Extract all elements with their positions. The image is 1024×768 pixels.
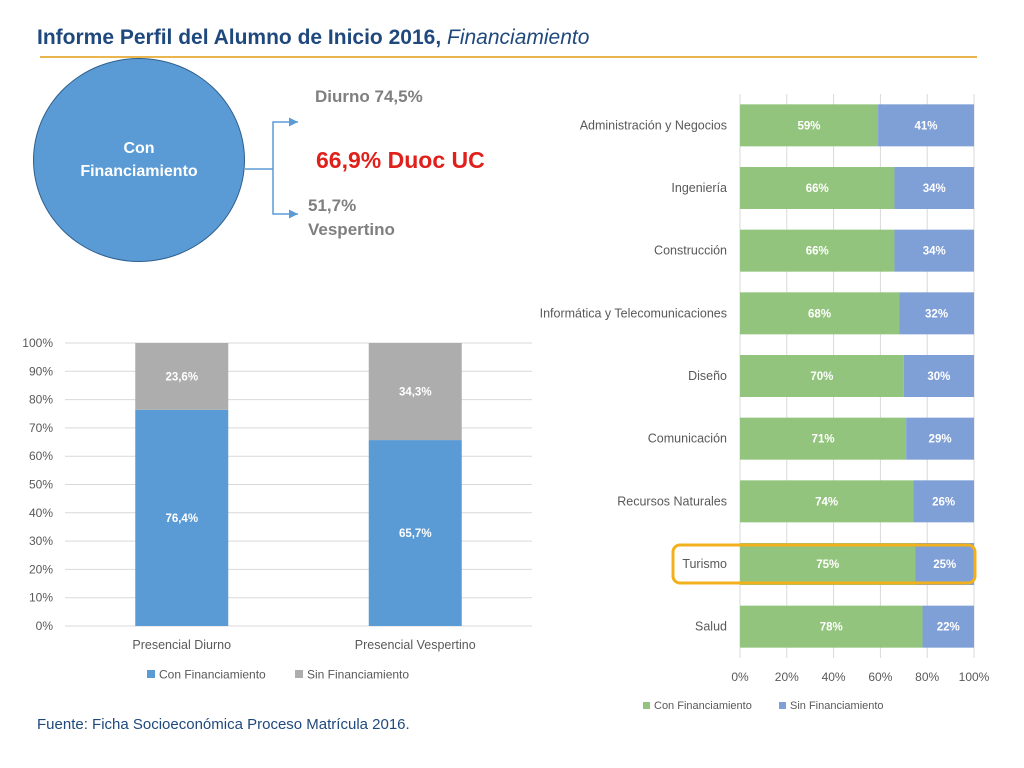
data-label: 65,7% <box>399 528 432 540</box>
y-category-label: Construcción <box>654 244 727 258</box>
x-tick-label: 60% <box>868 670 892 684</box>
y-tick-label: 0% <box>36 619 54 633</box>
bar-segment <box>915 543 974 585</box>
y-category-label: Salud <box>695 620 727 634</box>
y-tick-label: 40% <box>29 506 53 520</box>
bar-segment <box>740 104 879 147</box>
x-tick-label: 100% <box>959 670 990 684</box>
bar-segment <box>740 417 907 460</box>
highlight-box <box>671 543 977 585</box>
data-label: 34% <box>923 183 946 195</box>
legend-swatch <box>643 702 650 709</box>
y-category-label: Turismo <box>682 557 727 571</box>
data-label: 25% <box>933 559 956 571</box>
data-label: 26% <box>932 496 955 508</box>
data-label: 76,4% <box>165 513 198 525</box>
bar-segment <box>894 229 974 272</box>
legend-label: Con Financiamiento <box>654 700 752 712</box>
data-label: 41% <box>915 120 938 132</box>
y-category-label: Ingeniería <box>671 181 727 195</box>
y-category-label: Diseño <box>688 369 727 383</box>
arrow-vespertino <box>272 169 298 219</box>
y-tick-label: 20% <box>29 562 53 576</box>
title-main: Informe Perfil del Alumno de Inicio 2016… <box>37 26 442 49</box>
data-label: 22% <box>937 622 960 634</box>
legend-label: Con Financiamiento <box>159 668 266 682</box>
data-label: 32% <box>925 308 948 320</box>
vespertino-label: 51,7% Vespertino <box>308 196 395 239</box>
bar-segment <box>740 543 916 585</box>
bar-segment <box>740 605 923 648</box>
data-label: 71% <box>812 434 835 446</box>
y-category-label: Recursos Naturales <box>617 494 727 508</box>
bar-segment <box>913 480 974 523</box>
legend-swatch <box>295 670 303 678</box>
y-tick-label: 10% <box>29 591 53 605</box>
y-category-label: Informática y Telecomunicaciones <box>540 306 727 320</box>
bar-segment <box>894 167 974 209</box>
y-category-label: Comunicación <box>648 432 727 446</box>
duoc-uc-total: 66,9% Duoc UC <box>316 147 485 173</box>
title-subtitle: Financiamiento <box>447 26 590 49</box>
con-financiamiento-circle: Con Financiamiento <box>33 58 245 262</box>
data-label: 30% <box>927 371 950 383</box>
data-label: 29% <box>929 434 952 446</box>
x-category-label: Presencial Vespertino <box>355 638 476 652</box>
page-title: Informe Perfil del Alumno de Inicio 2016… <box>37 26 589 50</box>
legend-label: Sin Financiamiento <box>307 668 409 682</box>
y-tick-label: 90% <box>29 364 53 378</box>
legend-swatch <box>779 702 786 709</box>
bar-segment <box>903 355 974 397</box>
x-category-label: Presencial Diurno <box>132 638 231 652</box>
bar-segment <box>740 292 900 335</box>
data-label: 66% <box>806 183 829 195</box>
x-tick-label: 0% <box>731 670 749 684</box>
legend-label: Sin Financiamiento <box>790 700 884 712</box>
data-label: 23,6% <box>165 371 198 383</box>
x-tick-label: 20% <box>775 670 799 684</box>
circle-label: Con Financiamiento <box>80 140 198 180</box>
bar-segment <box>878 104 974 147</box>
y-tick-label: 30% <box>29 534 53 548</box>
bar-segment <box>135 343 229 410</box>
bar-segment <box>135 409 229 626</box>
y-tick-label: 80% <box>29 393 53 407</box>
data-label: 34,3% <box>399 387 432 399</box>
data-label: 59% <box>798 120 821 132</box>
bar-segment <box>740 167 895 209</box>
bar-segment <box>740 355 904 397</box>
bar-segment <box>368 440 462 626</box>
data-label: 68% <box>808 308 831 320</box>
x-tick-label: 80% <box>915 670 939 684</box>
data-label: 70% <box>810 371 833 383</box>
bar-segment <box>899 292 974 335</box>
y-category-label: Administración y Negocios <box>580 118 727 132</box>
arrow-diurno <box>272 117 298 169</box>
diurno-label: Diurno 74,5% <box>315 87 423 106</box>
legend-swatch <box>147 670 155 678</box>
data-label: 34% <box>923 246 946 258</box>
y-tick-label: 100% <box>22 336 53 350</box>
x-tick-label: 40% <box>822 670 846 684</box>
data-label: 75% <box>816 559 839 571</box>
bar-segment <box>368 343 462 441</box>
bar-segment <box>906 417 974 460</box>
title-underline <box>40 56 977 58</box>
y-tick-label: 50% <box>29 478 53 492</box>
bar-segment <box>740 229 895 272</box>
y-tick-label: 70% <box>29 421 53 435</box>
data-label: 74% <box>815 496 838 508</box>
bar-segment <box>740 480 914 523</box>
data-label: 78% <box>820 622 843 634</box>
y-tick-label: 60% <box>29 449 53 463</box>
source-note: Fuente: Ficha Socioeconómica Proceso Mat… <box>37 716 410 733</box>
data-label: 66% <box>806 246 829 258</box>
bar-segment <box>922 605 974 648</box>
